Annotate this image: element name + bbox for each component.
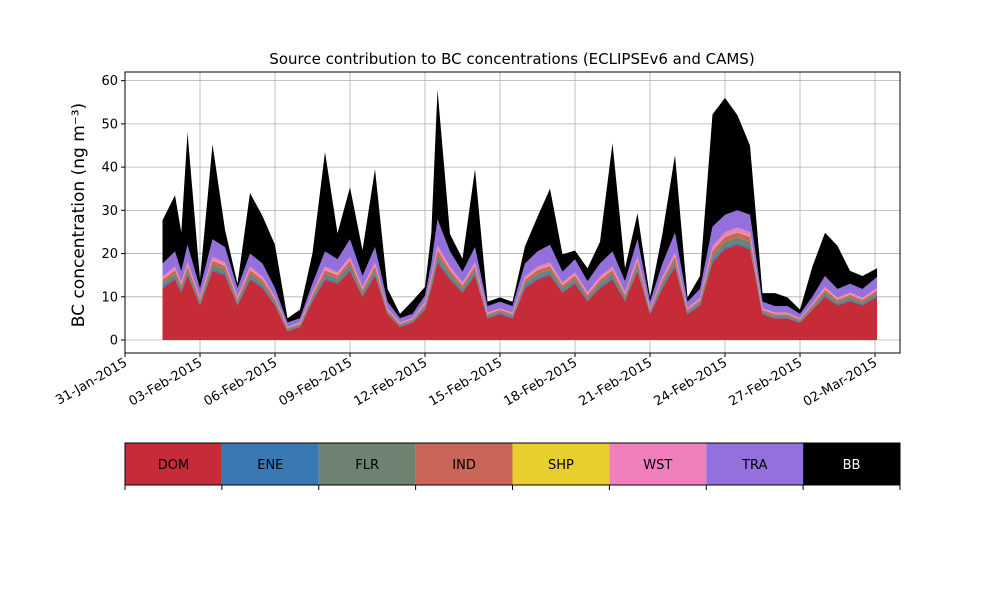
y-axis: 0 10 20 30 40 50 60 (101, 74, 125, 349)
area-series-bb (162, 89, 878, 323)
legend-swatch-shp (512, 443, 610, 485)
x-tick-label: 18-Feb-2015 (501, 355, 580, 409)
legend-label-ind: IND (452, 458, 476, 473)
legend-label-flr: FLR (355, 458, 379, 473)
x-tick-label: 27-Feb-2015 (726, 355, 805, 409)
area-series-dom (162, 244, 878, 340)
x-tick-label: 31-Jan-2015 (53, 355, 130, 408)
legend-swatch-tra (706, 443, 804, 485)
legend-label-ene: ENE (257, 458, 283, 473)
y-tick-label: 30 (101, 204, 118, 219)
y-tick-label: 40 (101, 161, 118, 176)
legend-label-shp: SHP (548, 458, 574, 473)
x-tick-label: 21-Feb-2015 (576, 355, 655, 409)
legend-label-tra: TRA (741, 458, 767, 473)
legend-swatch-bb (803, 443, 900, 485)
legend: DOM ENE FLR IND SHP WST TRA BB (124, 442, 901, 490)
y-tick-label: 20 (101, 247, 118, 262)
y-tick-label: 50 (101, 117, 118, 132)
y-tick-label: 10 (101, 290, 118, 305)
legend-swatch-dom (125, 443, 222, 485)
y-tick-label: 0 (110, 334, 118, 349)
x-axis: 31-Jan-201503-Feb-201506-Feb-201509-Feb-… (53, 353, 880, 410)
legend-label-dom: DOM (158, 458, 189, 473)
legend-label-bb: BB (843, 458, 861, 473)
chart-title: Source contribution to BC concentrations… (269, 50, 754, 68)
x-tick-label: 15-Feb-2015 (426, 355, 505, 409)
y-tick-label: 60 (101, 74, 118, 89)
plot-frame (124, 71, 901, 354)
x-tick-label: 03-Feb-2015 (126, 355, 205, 409)
legend-swatch-flr (318, 443, 416, 485)
x-tick-label: 06-Feb-2015 (201, 355, 280, 409)
stacked-areas (162, 89, 878, 340)
area-series-tra (162, 210, 878, 327)
legend-swatch-wst (609, 443, 707, 485)
x-tick-label: 09-Feb-2015 (276, 355, 355, 409)
x-tick-label: 24-Feb-2015 (651, 355, 730, 409)
plot-area (124, 71, 901, 354)
legend-swatch-ene (221, 443, 319, 485)
y-axis-label: BC concentration (ng m⁻³) (69, 103, 89, 327)
x-tick-label: 12-Feb-2015 (351, 355, 430, 409)
legend-swatch-ind (415, 443, 513, 485)
legend-label-wst: WST (643, 458, 672, 473)
x-tick-label: 02-Mar-2015 (801, 355, 880, 409)
